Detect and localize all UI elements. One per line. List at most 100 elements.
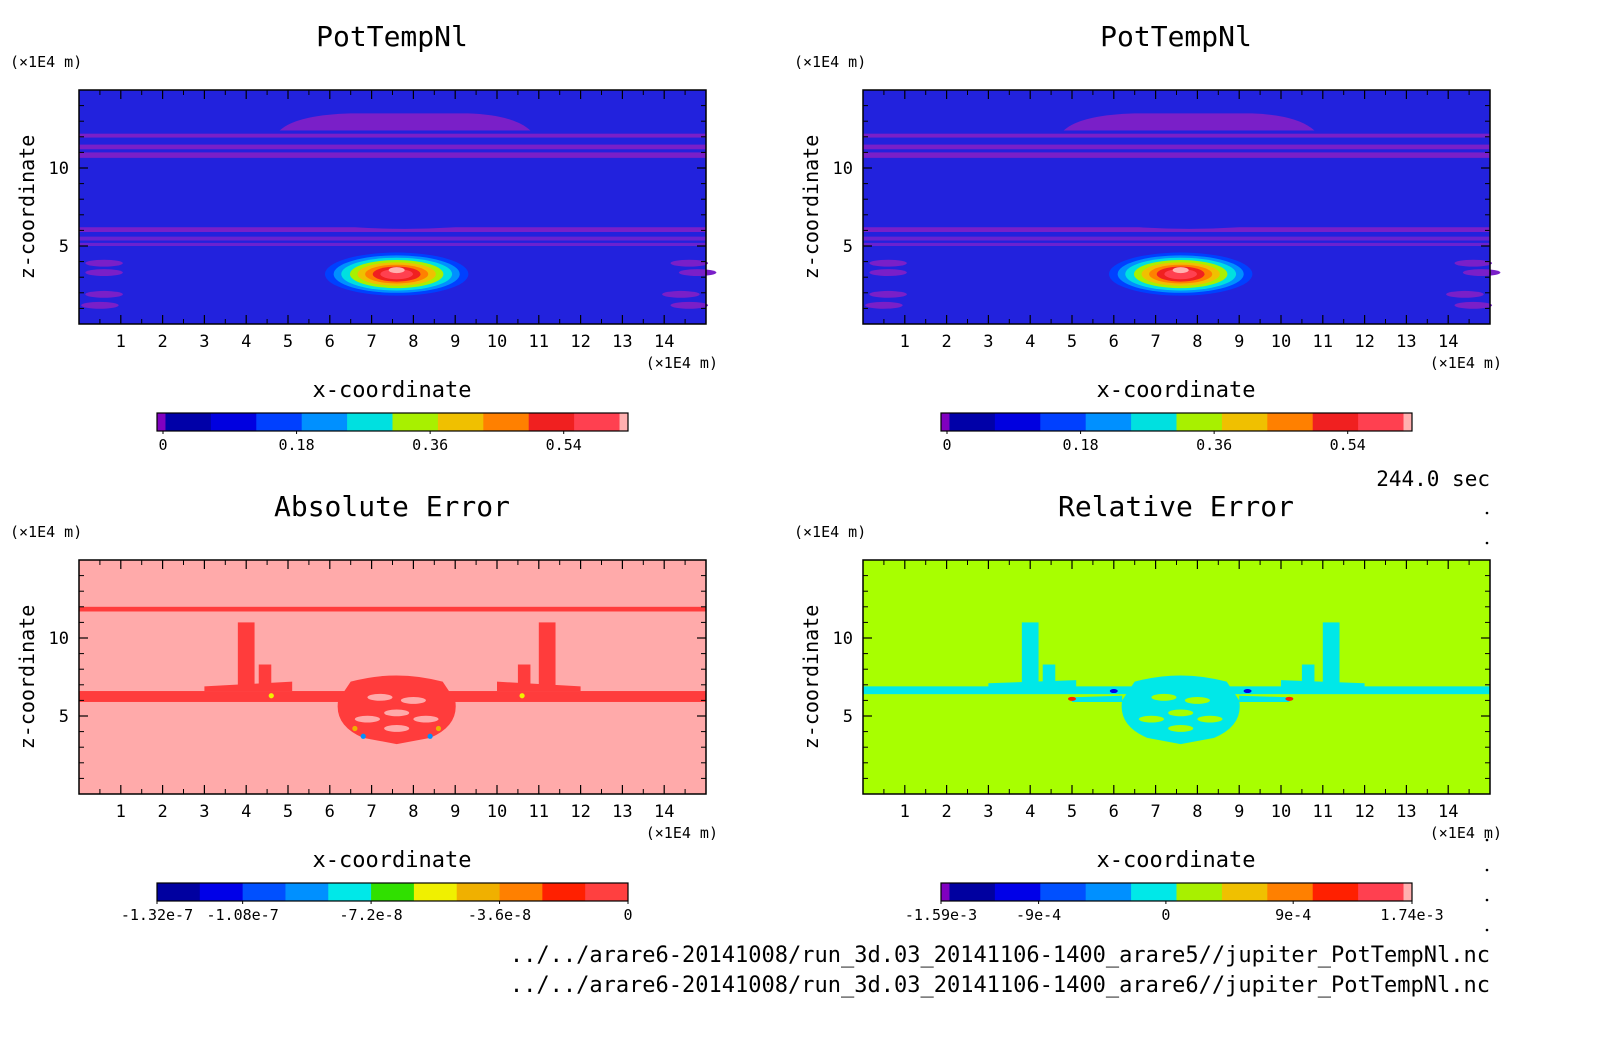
x-tick-label: 8 [1192, 802, 1202, 822]
colorbar-cell [619, 413, 629, 431]
marker-dot [1485, 541, 1489, 545]
x-tick-label: 9 [1234, 802, 1244, 822]
colorbar-cell [1221, 413, 1268, 431]
x-tick-label: 13 [1396, 802, 1416, 822]
y-tick-label: 5 [59, 707, 69, 727]
x-tick-label: 8 [408, 802, 418, 822]
x-tick-label: 11 [1313, 332, 1333, 352]
x-tick-label: 3 [199, 802, 209, 822]
x-axis-label: x-coordinate [1097, 378, 1256, 403]
contour-band [863, 242, 1490, 246]
contour-wisp [869, 290, 907, 298]
x-axis-label: x-coordinate [313, 848, 472, 873]
contour-band [863, 144, 1490, 150]
panel-3: Absolute Error(×1E4 m)1 2 3 4 5 6 7 8 9 10 11 12 13 1… [10, 490, 718, 924]
colorbar-cell [1312, 883, 1359, 901]
x-tick-label: 13 [1396, 332, 1416, 352]
colorbar-cell [1221, 883, 1268, 901]
x-tick-label: 2 [941, 802, 951, 822]
error-hole [354, 715, 380, 723]
contour-region [279, 113, 531, 131]
error-tail [1239, 695, 1290, 702]
colorbar-frame [156, 412, 629, 432]
colorbar-cell [542, 883, 586, 901]
x-tick-label: 4 [1025, 802, 1035, 822]
x-tick-label: 11 [1313, 802, 1333, 822]
error-speck [1068, 696, 1076, 701]
error-band [79, 606, 706, 612]
colorbar-label: -1.32e-7 [121, 906, 193, 924]
contour-band [863, 133, 1490, 138]
contour-wisp [85, 290, 123, 298]
colorbar-cell [242, 883, 286, 901]
error-wing [1281, 680, 1365, 692]
colorbar-cell [585, 883, 629, 901]
colorbar-cell [528, 413, 575, 431]
contour-band [79, 133, 706, 138]
contour-wisp [670, 259, 709, 267]
marker-dot [1485, 838, 1489, 842]
colorbar-cell [574, 413, 620, 431]
x-tick-label: 12 [570, 332, 590, 352]
y-tick-label: 10 [49, 629, 69, 649]
contour-region [1063, 113, 1315, 131]
colorbar-cell [941, 413, 950, 431]
x-tick-label: 5 [1067, 332, 1077, 352]
x-tick-label: 6 [1109, 332, 1119, 352]
x-tick-label: 9 [450, 802, 460, 822]
x-tick-label: 8 [1192, 332, 1202, 352]
error-hole [1151, 693, 1177, 701]
colorbar-cell [1358, 413, 1404, 431]
panel-2: PotTempNl(×1E4 m)1 2 3 4 5 6 7 8 9 10 11 12 13 14510(… [794, 20, 1502, 454]
y-unit-label: (×1E4 m) [10, 53, 82, 71]
y-tick-label: 10 [833, 159, 853, 179]
colorbar-label: 9e-4 [1275, 906, 1311, 924]
colorbar-label: -7.2e-8 [339, 906, 402, 924]
colorbar-label: 0 [942, 436, 951, 454]
x-tick-label: 3 [199, 332, 209, 352]
x-tick-label: 14 [654, 802, 674, 822]
error-speck [360, 733, 366, 739]
colorbar-cell [437, 413, 484, 431]
bubble-core [1172, 267, 1189, 274]
colorbar-label: 0.36 [412, 436, 448, 454]
colorbar-cell [157, 413, 166, 431]
contour-wisp [865, 301, 903, 309]
error-wing [204, 681, 293, 692]
colorbar-cell [1267, 413, 1314, 431]
x-tick-label: 4 [241, 332, 251, 352]
contour-band [79, 242, 706, 246]
chart-title: Absolute Error [274, 490, 510, 523]
x-tick-label: 2 [157, 802, 167, 822]
colorbar-label: 0.54 [546, 436, 582, 454]
x-tick-label: 12 [1354, 332, 1374, 352]
x-axis-label: x-coordinate [313, 378, 472, 403]
bubble-contour [1164, 268, 1197, 280]
x-tick-label: 12 [570, 802, 590, 822]
colorbar-cell [413, 883, 458, 901]
colorbar-label: 1.74e-3 [1380, 906, 1443, 924]
x-tick-label: 3 [983, 332, 993, 352]
error-wing [988, 680, 1077, 692]
colorbar-cell [949, 883, 996, 901]
marker-dot [1485, 928, 1489, 932]
chart-title: PotTempNl [1100, 20, 1252, 53]
error-hole [400, 696, 426, 704]
x-tick-label: 7 [366, 802, 376, 822]
contour-band [863, 236, 1490, 241]
y-unit-label: (×1E4 m) [794, 523, 866, 541]
x-tick-label: 11 [529, 802, 549, 822]
y-unit-label: (×1E4 m) [794, 53, 866, 71]
error-tower [1322, 622, 1340, 692]
colorbar-cell [1085, 413, 1132, 431]
x-tick-label: 4 [1025, 332, 1035, 352]
colorbar-cell [499, 883, 543, 901]
x-tick-label: 10 [1271, 332, 1291, 352]
y-tick-label: 10 [49, 159, 69, 179]
colorbar-cell [456, 883, 500, 901]
contour-wisp [670, 301, 709, 309]
error-wing [497, 681, 581, 692]
x-tick-label: 10 [487, 802, 507, 822]
bubble-core [388, 267, 405, 274]
colorbar-label: -1.08e-7 [207, 906, 279, 924]
